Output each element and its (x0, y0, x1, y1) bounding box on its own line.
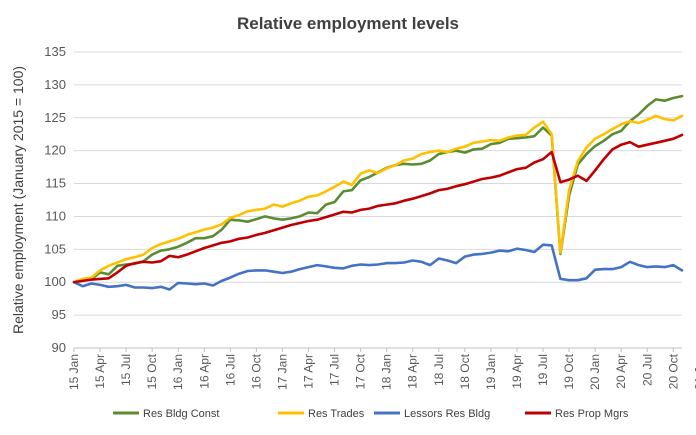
legend: Res Bldg Const Res Trades Lessors Res Bldg… (113, 408, 629, 420)
x-tick-label: 20 Apr (614, 354, 628, 389)
y-axis-ticks: 90 95 100 105 110 115 120 125 130 135 (44, 44, 66, 355)
y-tick-label: 130 (44, 77, 66, 92)
x-tick-label: 18 Jan (380, 354, 394, 390)
x-tick-label: 16 Jul (223, 354, 237, 386)
x-tick-label: 17 Oct (354, 353, 368, 389)
x-tick-label: 17 Apr (302, 354, 316, 389)
x-tick-label: 18 Oct (458, 353, 472, 389)
grid-lines (74, 51, 682, 349)
x-tick-label: 20 Jul (640, 354, 654, 386)
x-tick-label: 20 Jan (588, 354, 602, 390)
x-tick-label: 16 Jan (171, 354, 185, 390)
series-lines (72, 94, 684, 291)
y-tick-label: 115 (45, 176, 66, 191)
x-tick-label: 19 Apr (510, 354, 524, 389)
x-axis: 15 Jan 15 Apr 15 Jul 15 Oct 16 Jan 16 Apr 16 J… (67, 347, 696, 390)
series-line-3 (72, 133, 684, 284)
series-line-0 (72, 94, 684, 284)
legend-label-0: Res Bldg Const (143, 408, 219, 420)
x-tick-label: 18 Apr (406, 354, 420, 389)
x-tick-label: 20 Oct (666, 353, 680, 389)
x-tick-label: 19 Jan (484, 354, 498, 390)
x-tick-label: 18 Jul (432, 354, 446, 386)
x-tick-label: 19 Oct (562, 353, 576, 389)
series-line-2 (72, 243, 684, 291)
x-tick-label: 15 Jul (119, 354, 133, 386)
series-line-1 (72, 114, 684, 284)
legend-label-2: Lessors Res Bldg (404, 408, 490, 420)
y-tick-label: 110 (45, 208, 66, 223)
y-tick-label: 135 (44, 44, 66, 59)
y-tick-label: 95 (52, 307, 66, 322)
y-tick-label: 105 (44, 241, 66, 256)
y-tick-label: 90 (52, 340, 66, 355)
x-tick-label: 15 Oct (145, 353, 159, 389)
y-axis-label: Relative employment (January 2015 = 100) (10, 66, 26, 334)
x-tick-label: 16 Apr (197, 354, 211, 389)
x-tick-label: 17 Jan (275, 354, 289, 390)
legend-label-1: Res Trades (308, 408, 365, 420)
x-tick-label: 16 Oct (249, 353, 263, 389)
x-tick-label: 21 Jan (692, 354, 696, 390)
y-tick-label: 100 (44, 274, 66, 289)
legend-label-3: Res Prop Mgrs (555, 408, 629, 420)
x-tick-label: 15 Jan (67, 354, 81, 390)
y-tick-label: 125 (44, 110, 66, 125)
x-tick-label: 19 Jul (536, 354, 550, 386)
y-tick-label: 120 (44, 143, 66, 158)
x-tick-label: 17 Jul (328, 354, 342, 386)
chart-title: Relative employment levels (236, 14, 460, 33)
x-tick-label: 15 Apr (93, 354, 107, 389)
